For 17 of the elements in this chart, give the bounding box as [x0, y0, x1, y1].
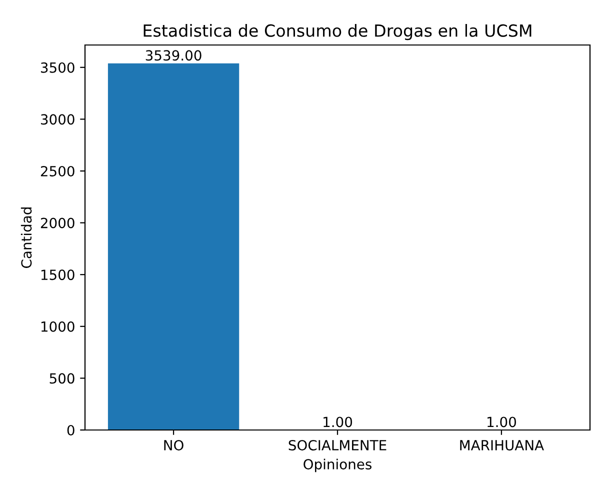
y-tick-label: 2000 — [40, 218, 74, 228]
y-tick-label: 1500 — [41, 270, 74, 280]
y-axis-title: Cantidad — [20, 208, 32, 268]
y-tick-label: 3500 — [40, 62, 74, 73]
data-label: 3539.00 — [146, 50, 202, 61]
y-tick-label: 1000 — [41, 321, 74, 332]
data-label: 1.00 — [324, 416, 352, 428]
data-label: 1.00 — [488, 416, 516, 428]
x-tick-label: NO — [164, 440, 184, 450]
y-tick-label: 500 — [50, 373, 74, 384]
y-tick-label: 3000 — [40, 114, 74, 125]
chart-title: Estadistica de Consumo de Drogas en la UCSM — [144, 24, 532, 40]
x-axis-title: Opiniones — [304, 458, 372, 472]
x-tick-label: SOCIALMENTE — [288, 440, 386, 450]
y-tick-label: 2500 — [40, 166, 74, 176]
y-tick-label: 0 — [67, 424, 74, 436]
x-tick-label: MARIHUANA — [460, 440, 544, 450]
